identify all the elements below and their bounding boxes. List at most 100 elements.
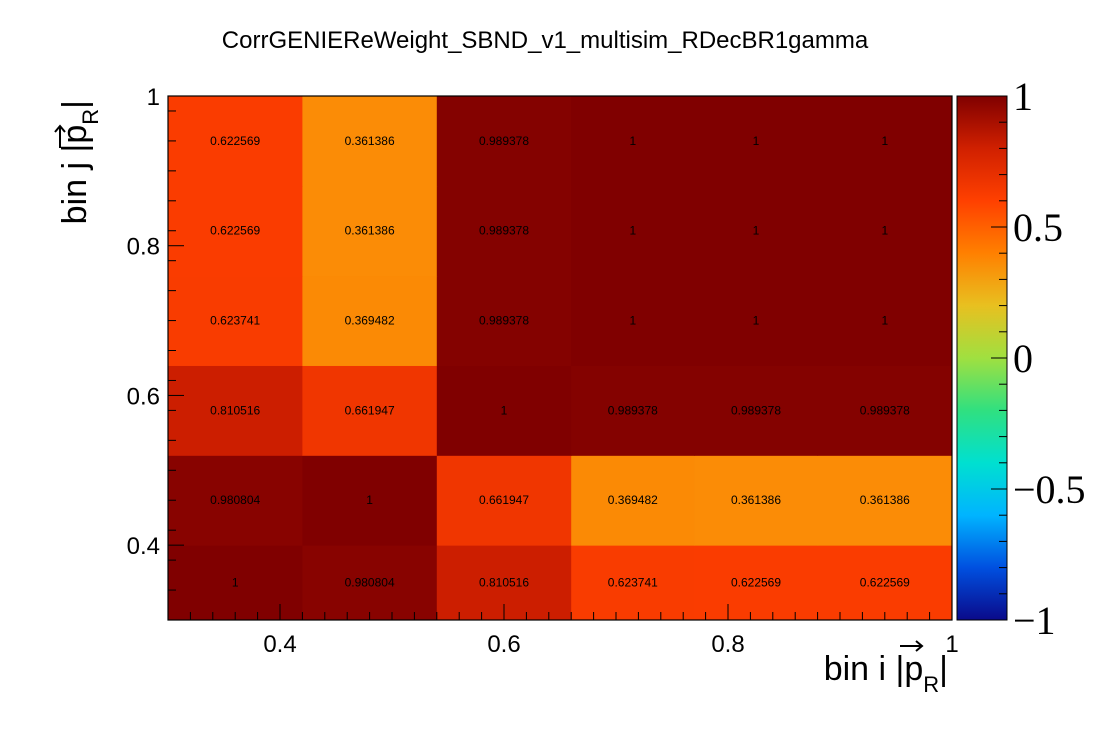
heatmap-cell-label-4-1: 0.361386 <box>345 224 395 238</box>
heatmap-cell-0-3 <box>571 545 695 621</box>
heatmap-cell-label-0-0: 1 <box>232 576 239 590</box>
heatmap-cell-5-0 <box>168 96 303 187</box>
heatmap-cell-label-2-5: 0.989378 <box>860 403 910 417</box>
x-tick-label-0: 0.4 <box>263 631 296 658</box>
heatmap-cell-5-2 <box>436 96 572 187</box>
heatmap-cell-label-0-5: 0.622569 <box>860 576 910 590</box>
heatmap-cell-label-5-0: 0.622569 <box>210 134 260 148</box>
heatmap-cell-1-4 <box>694 455 819 546</box>
heatmap-cell-4-4 <box>694 185 819 277</box>
y-axis-label: bin j |pR| <box>56 100 103 224</box>
x-axis-label-end: | <box>939 650 948 688</box>
x-axis-vector-arrow-icon <box>900 640 924 652</box>
heatmap-cell-1-2 <box>436 455 572 546</box>
heatmap-cell-4-0 <box>168 185 303 277</box>
x-tick-label-1: 0.6 <box>487 631 520 658</box>
color-scale-label-1: 0.5 <box>1013 205 1063 250</box>
x-axis-label: bin i |pR| <box>824 640 948 697</box>
y-tick-label-1: 0.6 <box>127 383 160 410</box>
color-scale-label-2: 0 <box>1013 336 1033 381</box>
heatmap-cell-1-0 <box>168 455 303 546</box>
heatmap-cell-label-0-1: 0.980804 <box>345 576 395 590</box>
heatmap-cell-0-5 <box>817 545 953 621</box>
heatmap-cell-4-1 <box>302 185 438 277</box>
heatmap-cell-5-4 <box>694 96 819 187</box>
heatmap-cell-5-3 <box>571 96 695 187</box>
heatmap-cell-3-3 <box>571 275 695 366</box>
heatmap-cell-label-5-5: 1 <box>881 134 888 148</box>
heatmap-cell-label-0-2: 0.810516 <box>479 576 529 590</box>
heatmap-cell-4-3 <box>571 185 695 277</box>
heatmap-cell-label-1-2: 0.661947 <box>479 493 529 507</box>
heatmap-cell-label-3-1: 0.369482 <box>345 314 395 328</box>
heatmap-cell-label-5-4: 1 <box>753 134 760 148</box>
x-axis-label-sub: R <box>923 672 939 697</box>
y-axis-ticks: 0.4 0.6 0.8 1 <box>127 84 184 621</box>
heatmap-cell-1-5 <box>817 455 953 546</box>
color-scale-label-0: 1 <box>1013 74 1033 119</box>
heatmap-cell-label-3-4: 1 <box>753 314 760 328</box>
y-axis-label-p: p <box>56 125 94 144</box>
heatmap-cell-label-2-2: 1 <box>501 403 508 417</box>
x-axis-label-text: bin i | <box>824 650 905 688</box>
heatmap-cell-label-5-2: 0.989378 <box>479 134 529 148</box>
heatmap-cell-3-2 <box>436 275 572 366</box>
heatmap-cell-label-4-2: 0.989378 <box>479 224 529 238</box>
heatmap-cell-label-4-4: 1 <box>753 224 760 238</box>
heatmap-cell-label-3-5: 1 <box>881 314 888 328</box>
heatmap-cell-label-0-4: 0.622569 <box>731 576 781 590</box>
y-tick-label-2: 0.8 <box>127 234 160 261</box>
heatmap-cell-label-3-0: 0.623741 <box>210 314 260 328</box>
x-tick-label-2: 0.8 <box>711 631 744 658</box>
color-scale-ticks: 1 0.5 0 −0.5 −1 <box>991 74 1086 643</box>
heatmap-cell-labels: 1 0.980804 0.810516 0.623741 0.622569 0.62256… <box>210 134 910 590</box>
heatmap-cell-1-1 <box>302 455 438 546</box>
plot-frame <box>167 95 953 621</box>
heatmap-cell-label-1-5: 0.361386 <box>860 493 910 507</box>
y-tick-label-0: 0.4 <box>127 533 160 560</box>
heatmap-cell-label-4-5: 1 <box>881 224 888 238</box>
heatmap-cell-5-1 <box>302 96 438 187</box>
svg-text:bin j |pR|: bin j |pR| <box>56 100 103 224</box>
heatmap-cell-4-2 <box>436 185 572 277</box>
y-axis-label-sub: R <box>78 109 103 125</box>
heatmap-cell-label-3-2: 0.989378 <box>479 314 529 328</box>
heatmap-cell-3-0 <box>168 275 303 366</box>
x-tick-label-3: 1 <box>945 631 958 658</box>
y-axis-vector-arrow-icon <box>54 124 66 148</box>
heatmap-cell-2-0 <box>168 365 303 456</box>
heatmap-cell-4-5 <box>817 185 953 277</box>
heatmap-cell-label-1-3: 0.369482 <box>608 493 658 507</box>
svg-text:bin i |pR|: bin i |pR| <box>824 650 948 697</box>
chart-title: CorrGENIEReWeight_SBND_v1_multisim_RDecB… <box>222 27 869 54</box>
heatmap-cell-2-3 <box>571 365 695 456</box>
heatmap-cell-1-3 <box>571 455 695 546</box>
x-axis-ticks: 0.4 0.6 0.8 1 <box>167 604 959 658</box>
heatmap-cell-3-5 <box>817 275 953 366</box>
heatmap-cell-label-1-0: 0.980804 <box>210 493 260 507</box>
heatmap-cell-0-1 <box>302 545 438 621</box>
heatmap-cell-label-2-0: 0.810516 <box>210 403 260 417</box>
heatmap-cell-0-4 <box>694 545 819 621</box>
heatmap-cell-label-5-3: 1 <box>629 134 636 148</box>
heatmap-cell-5-5 <box>817 96 953 187</box>
heatmap-cell-label-4-0: 0.622569 <box>210 224 260 238</box>
y-axis-label-end: | <box>56 100 94 109</box>
heatmap-cell-label-2-3: 0.989378 <box>608 403 658 417</box>
heatmap-cell-label-4-3: 1 <box>629 224 636 238</box>
y-axis-label-text: bin j | <box>56 144 94 225</box>
color-scale-label-4: −1 <box>1013 598 1056 643</box>
heatmap-cell-2-2 <box>436 365 572 456</box>
x-axis-label-p: p <box>904 650 923 688</box>
heatmap-cell-label-0-3: 0.623741 <box>608 576 658 590</box>
heatmap-cell-label-2-4: 0.989378 <box>731 403 781 417</box>
heatmap-cell-2-1 <box>302 365 438 456</box>
heatmap-cell-3-1 <box>302 275 438 366</box>
heatmap-cell-label-2-1: 0.661947 <box>345 403 395 417</box>
heatmap-cell-3-4 <box>694 275 819 366</box>
color-scale-label-3: −0.5 <box>1013 467 1086 512</box>
heatmap-cell-label-1-1: 1 <box>366 493 373 507</box>
heatmap-cell-2-4 <box>694 365 819 456</box>
heatmap-cells <box>168 96 953 621</box>
